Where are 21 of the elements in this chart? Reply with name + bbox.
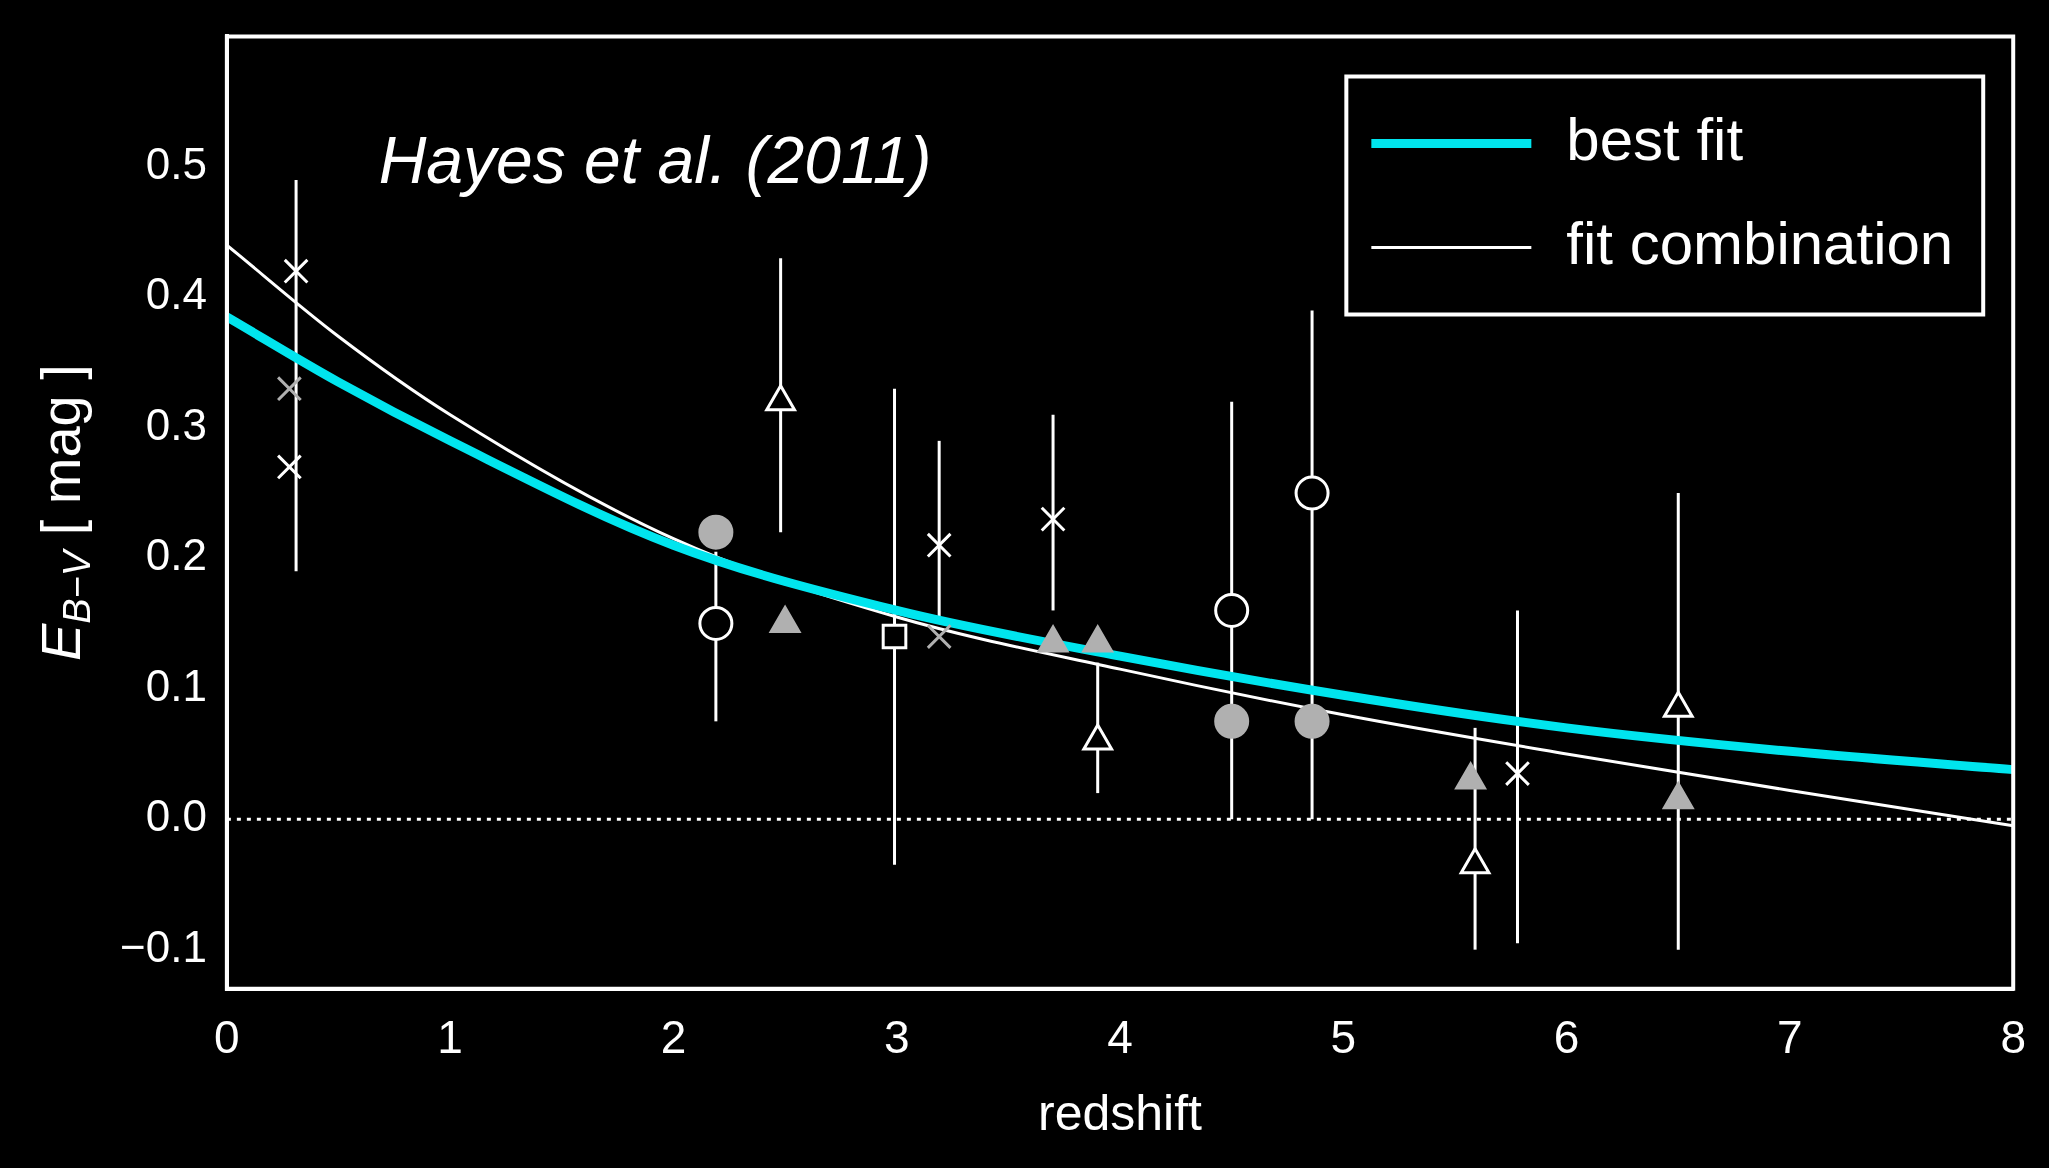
x-tick-label: 2 bbox=[660, 1011, 687, 1064]
x-tick-label: 5 bbox=[1330, 1011, 1357, 1064]
x-axis-title: redshift bbox=[1038, 1084, 1203, 1141]
legend-label: fit combination bbox=[1566, 209, 1954, 277]
y-tick-label: −0.1 bbox=[119, 921, 207, 971]
y-tick-label: 0.3 bbox=[145, 399, 207, 449]
x-tick-label: 4 bbox=[1107, 1011, 1133, 1064]
legend-label: best fit bbox=[1566, 105, 1744, 173]
y-tick-label: 0.2 bbox=[145, 530, 207, 580]
x-tick-label: 6 bbox=[1553, 1011, 1580, 1064]
x-tick-label: 3 bbox=[883, 1011, 910, 1064]
x-tick-label: 7 bbox=[1777, 1011, 1803, 1064]
annotation: Hayes et al. (2011) bbox=[378, 122, 932, 197]
y-tick-label: 0.5 bbox=[145, 139, 207, 189]
x-tick-label: 0 bbox=[214, 1011, 240, 1064]
y-axis-title: EB−V [ mag ] bbox=[29, 364, 98, 662]
x-tick-label: 8 bbox=[2000, 1011, 2027, 1064]
y-tick-label: 0.4 bbox=[145, 269, 207, 319]
y-tick-label: 0.0 bbox=[145, 791, 207, 841]
x-tick-label: 1 bbox=[437, 1011, 463, 1064]
y-tick-label: 0.1 bbox=[145, 660, 207, 710]
